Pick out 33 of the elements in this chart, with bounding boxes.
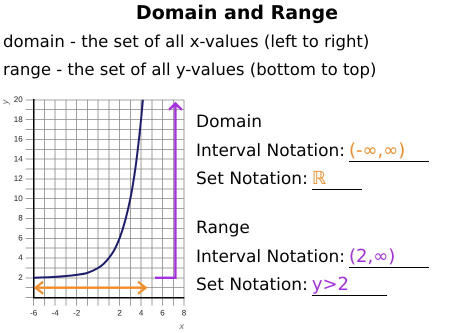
text: ℝ bbox=[312, 168, 362, 190]
text: Interval Notation: bbox=[196, 247, 345, 267]
text: (2,∞) bbox=[349, 246, 429, 268]
text: Interval Notation: bbox=[196, 141, 345, 161]
y-tick-label: 14 bbox=[14, 154, 24, 164]
text: Set Notation: bbox=[196, 275, 308, 295]
text: Domain bbox=[196, 112, 262, 132]
x-tick-label: 2 bbox=[117, 308, 122, 318]
text: y>2 bbox=[312, 274, 387, 296]
text: Range bbox=[196, 218, 250, 238]
y-axis-title: y bbox=[0, 99, 10, 106]
y-tick-label: 10 bbox=[14, 194, 24, 203]
x-axis-title: x bbox=[178, 321, 184, 332]
y-tick-label: 12 bbox=[14, 174, 24, 184]
x-tick-label: -2 bbox=[73, 308, 81, 318]
y-tick-label: 18 bbox=[14, 114, 24, 124]
text: (-∞,∞) bbox=[349, 140, 429, 162]
text: Set Notation: bbox=[196, 169, 308, 189]
y-tick-label: 16 bbox=[14, 134, 24, 144]
text: Domain and Range bbox=[134, 2, 340, 24]
y-tick-label: 4 bbox=[18, 253, 24, 262]
y-tick-label: 6 bbox=[18, 233, 24, 242]
y-tick-label: 2 bbox=[18, 273, 24, 282]
x-tick-label: 4 bbox=[138, 308, 144, 318]
x-tick-label: 6 bbox=[160, 308, 166, 318]
x-tick-label: 8 bbox=[182, 308, 187, 318]
line-series bbox=[34, 100, 144, 279]
text: domain - the set of all x-values (left to right) bbox=[3, 32, 370, 51]
y-tick-label: 8 bbox=[18, 214, 24, 223]
x-tick-label: -6 bbox=[30, 308, 38, 318]
y-tick-label: 20 bbox=[14, 95, 24, 104]
text: range - the set of all y-values (bottom to top) bbox=[3, 60, 376, 79]
x-tick-label: -4 bbox=[52, 308, 60, 318]
